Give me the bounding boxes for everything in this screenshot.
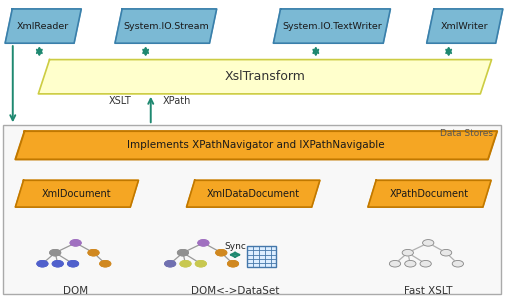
Circle shape: [227, 260, 239, 267]
Circle shape: [198, 240, 209, 246]
Circle shape: [70, 240, 81, 246]
Text: XmlDocument: XmlDocument: [42, 189, 112, 199]
Circle shape: [37, 260, 48, 267]
Polygon shape: [15, 180, 138, 207]
Circle shape: [389, 260, 401, 267]
Text: Data Stores: Data Stores: [440, 129, 493, 138]
Text: XPathDocument: XPathDocument: [390, 189, 469, 199]
Circle shape: [452, 260, 463, 267]
Polygon shape: [273, 9, 390, 43]
Polygon shape: [5, 9, 81, 43]
Text: XmlWriter: XmlWriter: [441, 21, 489, 31]
Text: XPath: XPath: [162, 96, 191, 106]
Polygon shape: [38, 60, 492, 94]
Circle shape: [165, 260, 176, 267]
Polygon shape: [187, 180, 320, 207]
Polygon shape: [368, 180, 491, 207]
Text: XslTransform: XslTransform: [224, 70, 306, 83]
Text: Sync: Sync: [224, 242, 246, 251]
Text: DOM: DOM: [63, 285, 88, 296]
Circle shape: [180, 260, 191, 267]
Text: System.IO.TextWriter: System.IO.TextWriter: [282, 21, 382, 31]
Circle shape: [195, 260, 206, 267]
Circle shape: [216, 249, 227, 256]
Bar: [247, 246, 276, 267]
Circle shape: [88, 249, 99, 256]
Text: DOM<->DataSet: DOM<->DataSet: [191, 285, 279, 296]
Bar: [3, 125, 501, 294]
Text: XmlDataDocument: XmlDataDocument: [206, 189, 300, 199]
Circle shape: [402, 249, 413, 256]
Text: XSLT: XSLT: [109, 96, 132, 106]
Text: System.IO.Stream: System.IO.Stream: [123, 21, 208, 31]
Circle shape: [177, 249, 189, 256]
Polygon shape: [15, 131, 497, 159]
Circle shape: [100, 260, 111, 267]
Circle shape: [440, 249, 452, 256]
Text: XmlReader: XmlReader: [17, 21, 69, 31]
Circle shape: [420, 260, 431, 267]
Text: Implements XPathNavigator and IXPathNavigable: Implements XPathNavigator and IXPathNavi…: [127, 140, 385, 150]
Circle shape: [423, 240, 434, 246]
Circle shape: [67, 260, 79, 267]
Text: Fast XSLT: Fast XSLT: [404, 285, 452, 296]
Circle shape: [405, 260, 416, 267]
Polygon shape: [115, 9, 217, 43]
Circle shape: [52, 260, 63, 267]
Polygon shape: [427, 9, 503, 43]
Circle shape: [50, 249, 61, 256]
